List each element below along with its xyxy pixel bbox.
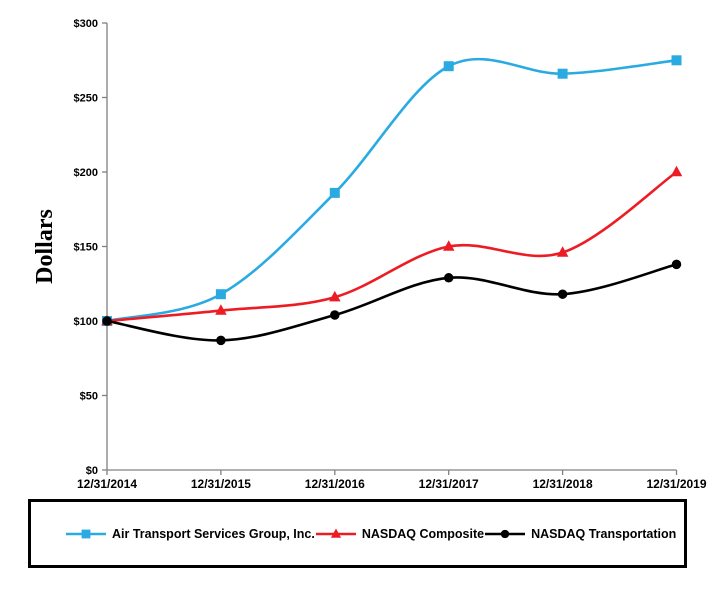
svg-text:12/31/2016: 12/31/2016 <box>305 477 365 491</box>
svg-text:$250: $250 <box>74 93 98 105</box>
svg-text:$0: $0 <box>86 465 98 477</box>
legend-item-nasdaq-transportation: NASDAQ Transportation <box>484 527 676 541</box>
svg-text:12/31/2014: 12/31/2014 <box>77 477 137 491</box>
legend-marker-circle-icon <box>484 527 526 541</box>
chart-canvas: $0 $50 $100 $150 $200 $250 $300 12/31/2014 12/31… <box>32 18 707 491</box>
svg-text:$300: $300 <box>74 18 98 30</box>
legend-label-nasdaq-transportation: NASDAQ Transportation <box>531 526 677 541</box>
svg-text:Dollars: Dollars <box>32 209 58 284</box>
chart-legend: Air Transport Services Group, Inc. NASDA… <box>28 499 687 568</box>
svg-text:12/31/2015: 12/31/2015 <box>191 477 251 491</box>
svg-text:12/31/2017: 12/31/2017 <box>419 477 479 491</box>
legend-item-atsg: Air Transport Services Group, Inc. <box>65 527 315 541</box>
legend-label-nasdaq-composite: NASDAQ Composite <box>361 526 485 541</box>
svg-text:12/31/2019: 12/31/2019 <box>646 477 706 491</box>
legend-label-atsg: Air Transport Services Group, Inc. <box>112 526 315 541</box>
svg-text:12/31/2018: 12/31/2018 <box>533 477 593 491</box>
legend-item-nasdaq-composite: NASDAQ Composite <box>315 527 484 541</box>
legend-marker-triangle-icon <box>315 527 357 541</box>
svg-text:$200: $200 <box>74 167 98 179</box>
svg-text:$100: $100 <box>74 316 98 328</box>
svg-text:$50: $50 <box>80 391 98 403</box>
svg-text:$150: $150 <box>74 242 98 254</box>
legend-marker-square-icon <box>65 527 107 541</box>
